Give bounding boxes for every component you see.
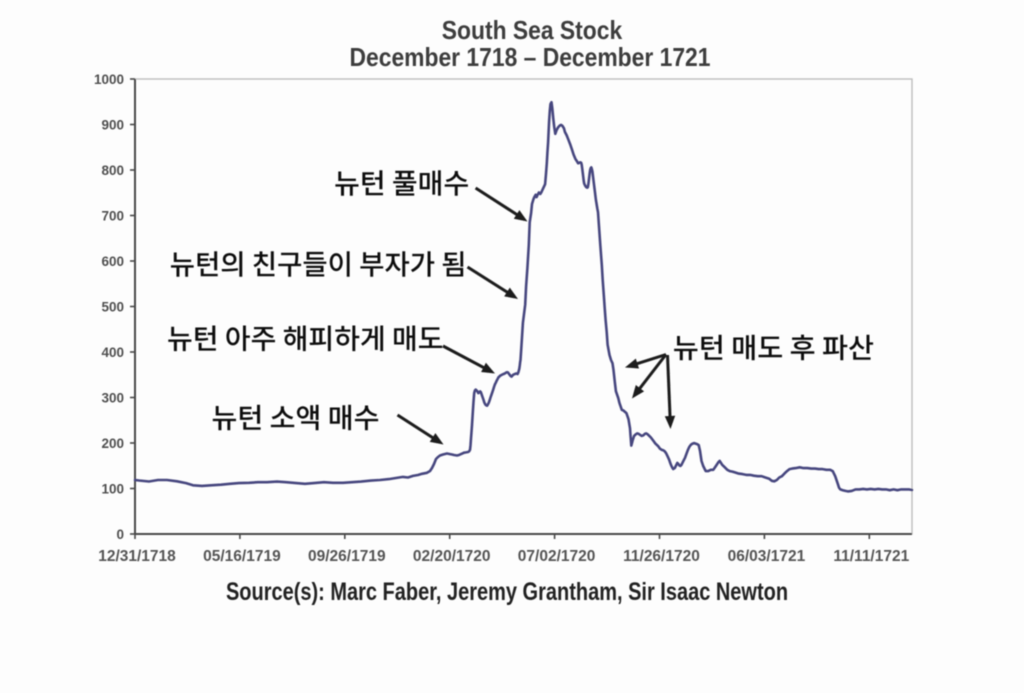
svg-text:500: 500 bbox=[101, 300, 124, 315]
svg-text:11/11/1721: 11/11/1721 bbox=[833, 548, 909, 565]
svg-text:12/31/1718: 12/31/1718 bbox=[98, 548, 176, 565]
svg-text:900: 900 bbox=[101, 118, 124, 133]
svg-text:700: 700 bbox=[101, 209, 124, 224]
svg-text:200: 200 bbox=[101, 436, 124, 451]
svg-text:800: 800 bbox=[101, 163, 124, 178]
svg-text:02/20/1720: 02/20/1720 bbox=[413, 548, 491, 565]
svg-text:400: 400 bbox=[101, 345, 124, 360]
svg-text:0: 0 bbox=[116, 527, 124, 542]
svg-text:600: 600 bbox=[101, 254, 124, 269]
svg-text:December 1718 – December 1721: December 1718 – December 1721 bbox=[350, 44, 711, 73]
svg-text:09/26/1719: 09/26/1719 bbox=[308, 548, 386, 565]
svg-text:11/26/1720: 11/26/1720 bbox=[623, 548, 700, 565]
svg-text:300: 300 bbox=[101, 391, 124, 406]
svg-text:Source(s): Marc Faber, Jeremy: Source(s): Marc Faber, Jeremy Grantham, … bbox=[226, 578, 788, 606]
svg-text:100: 100 bbox=[101, 482, 124, 497]
svg-text:07/02/1720: 07/02/1720 bbox=[518, 548, 596, 565]
svg-text:06/03/1721: 06/03/1721 bbox=[728, 548, 806, 565]
svg-text:1000: 1000 bbox=[94, 72, 124, 87]
svg-text:05/16/1719: 05/16/1719 bbox=[203, 548, 281, 565]
svg-text:South Sea Stock: South Sea Stock bbox=[442, 17, 623, 46]
